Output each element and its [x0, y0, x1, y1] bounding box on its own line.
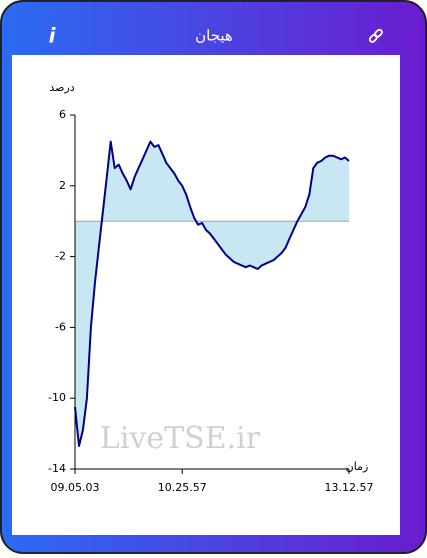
x-axis-label: زمان: [346, 460, 369, 473]
y-tick-label: 6: [59, 108, 66, 121]
watermark: LiveTSE.ir: [100, 421, 261, 456]
y-axis-label: درصد: [49, 81, 74, 94]
line: [74, 140, 350, 447]
y-tick-label: 2: [59, 179, 66, 192]
y-tick-label: -14: [48, 462, 66, 475]
x-tick-label: 13.12.57: [325, 481, 374, 494]
panel: [12, 55, 400, 535]
x-tick-label: 09.05.03: [51, 481, 100, 494]
area: [75, 141, 349, 446]
info-icon[interactable]: i: [49, 24, 57, 48]
x-tick-label: 10.25.57: [158, 481, 207, 494]
link-icon[interactable]: [368, 28, 383, 43]
y-tick-label: -2: [55, 250, 66, 263]
y-tick-label: -6: [55, 320, 66, 333]
title: هیجان: [195, 27, 233, 45]
y-tick-label: -10: [48, 391, 66, 404]
chart: درصد زمان LiveTSE.ir -14 -10 -6 -2 2 6 09.05.0…: [48, 81, 373, 494]
